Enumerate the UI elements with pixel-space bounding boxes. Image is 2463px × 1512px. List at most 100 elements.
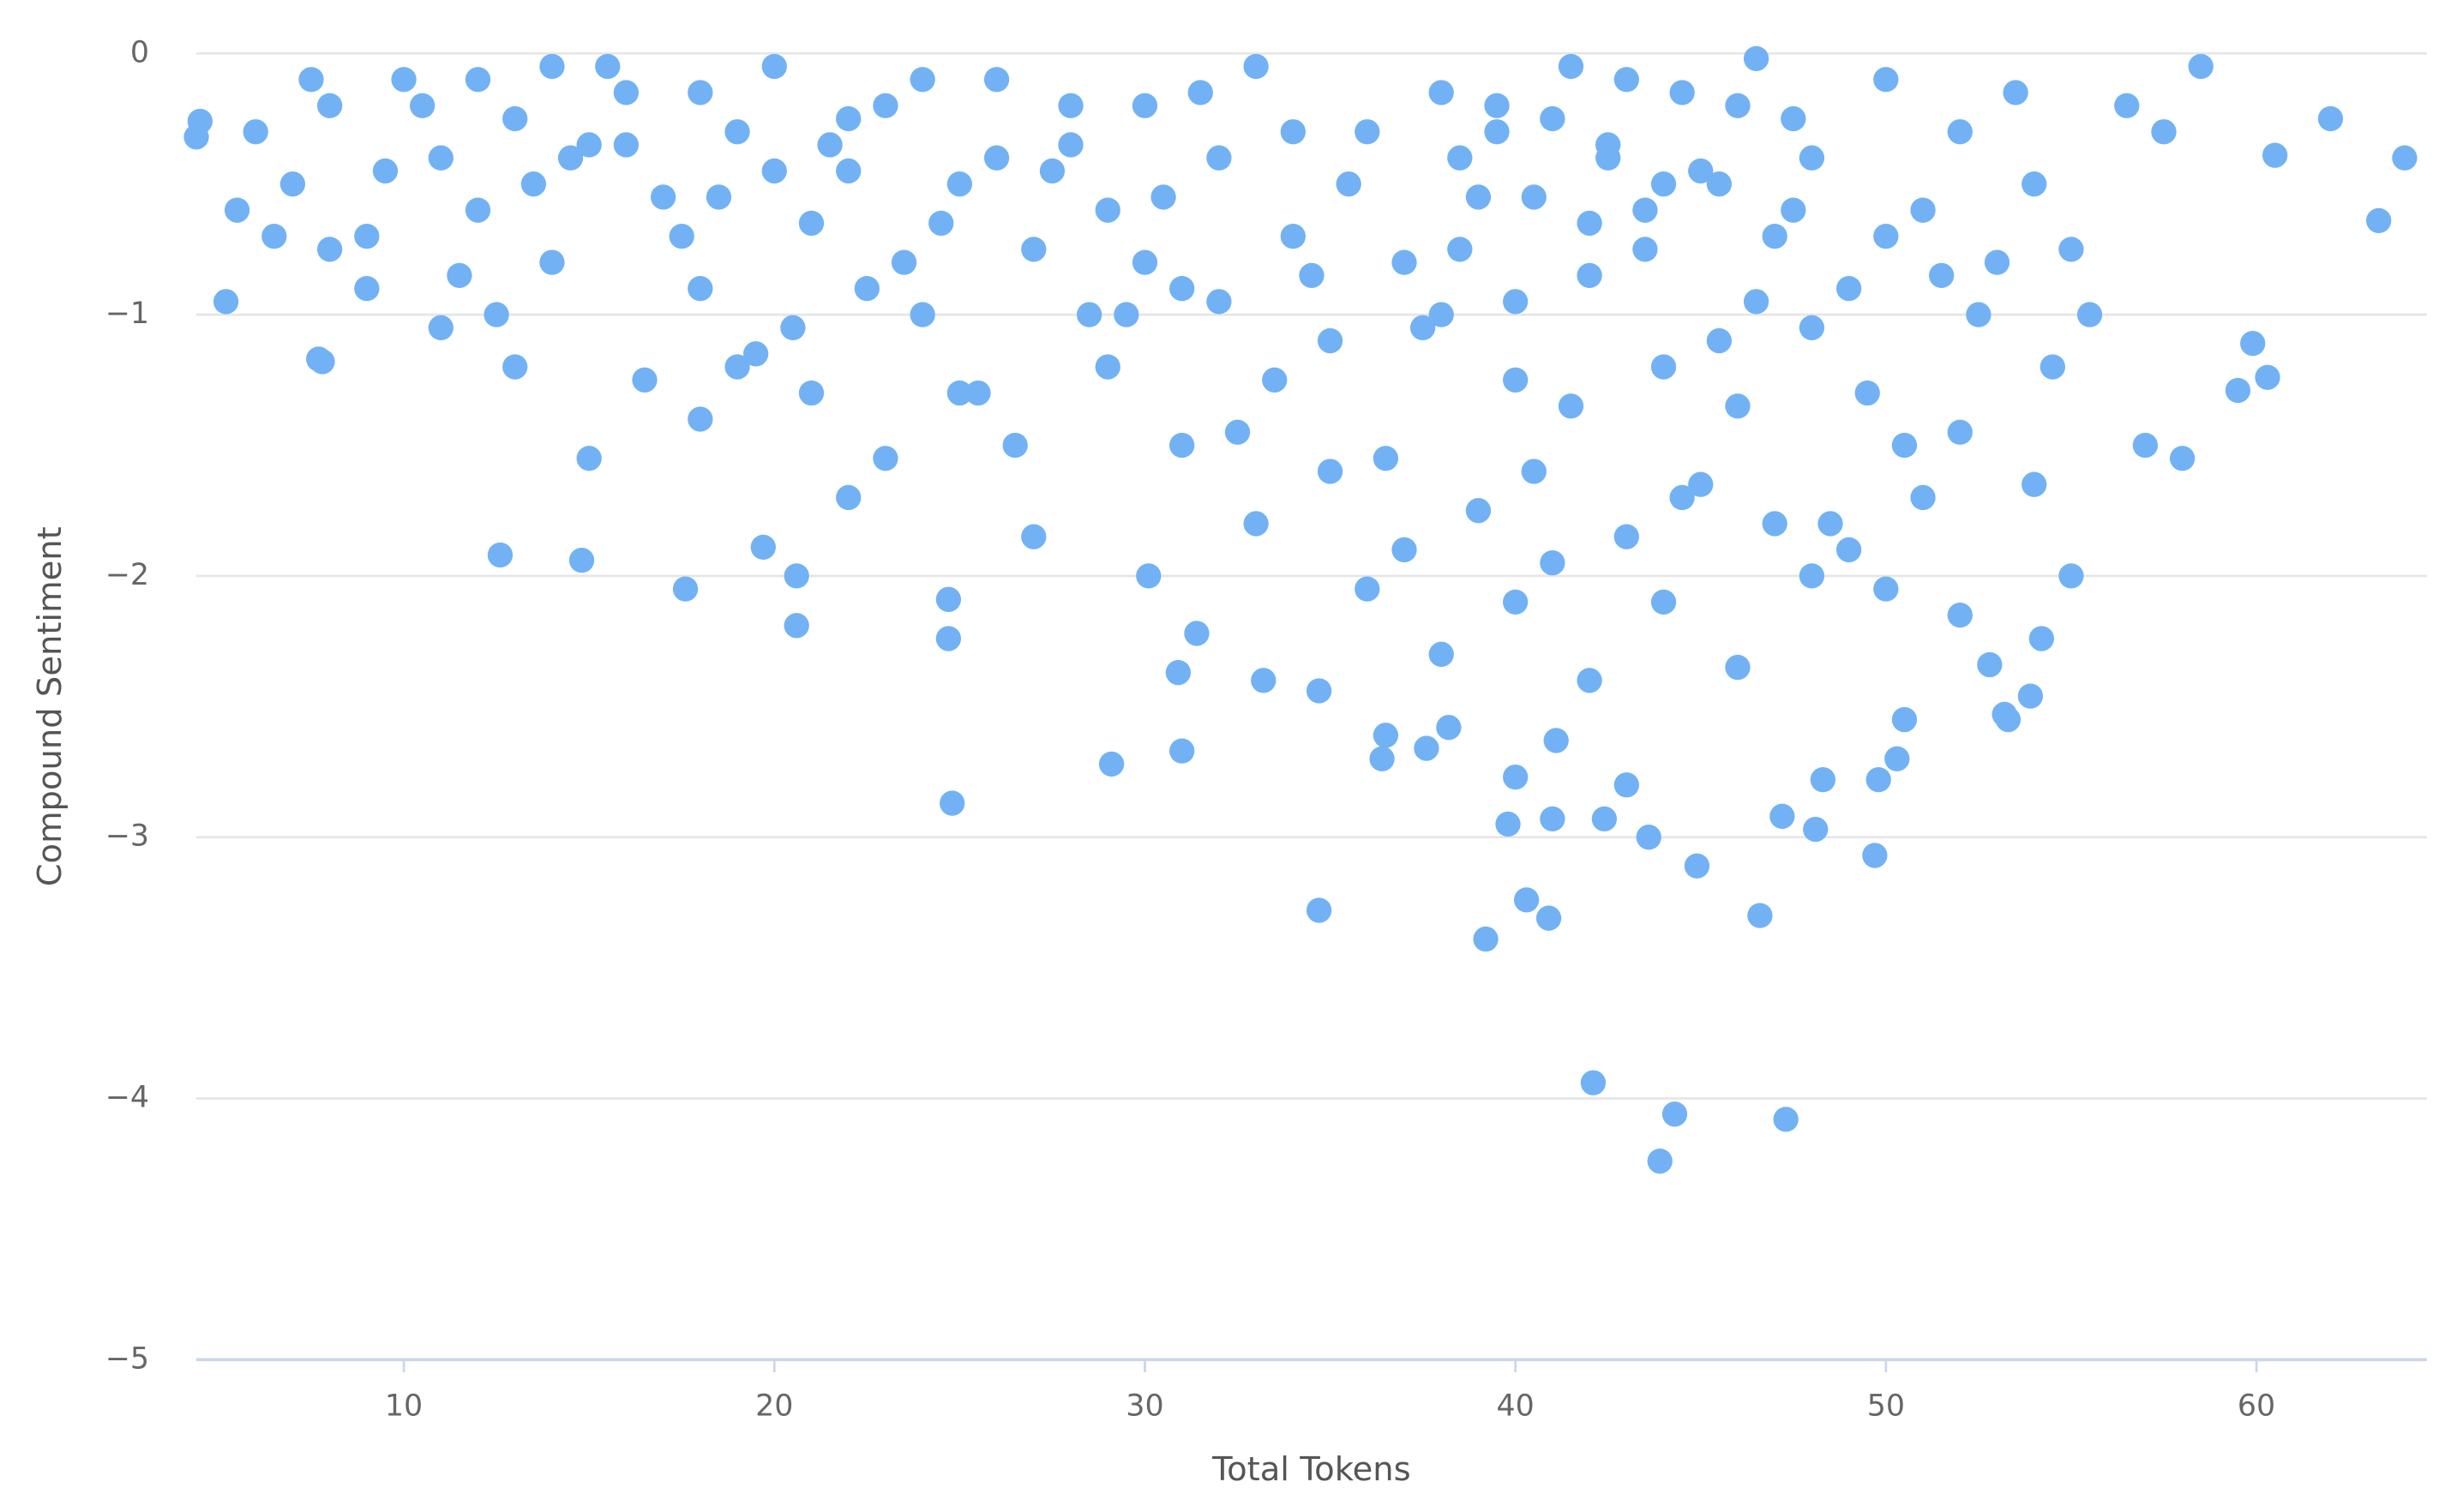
y-tick-label: −4	[105, 1081, 149, 1115]
point	[1891, 432, 1918, 459]
x-tick-label: 40	[1497, 1389, 1535, 1423]
point	[724, 354, 750, 380]
point	[1535, 905, 1562, 931]
point	[1873, 576, 1899, 602]
point	[1543, 728, 1569, 753]
point	[965, 380, 991, 406]
point	[1725, 93, 1751, 118]
point	[502, 105, 528, 132]
point	[724, 119, 750, 145]
point	[1206, 289, 1232, 315]
y-tick-label: −1	[105, 297, 149, 331]
point	[983, 67, 1010, 93]
point	[1355, 576, 1380, 602]
point	[2132, 432, 2159, 459]
point	[1577, 262, 1602, 289]
point	[2114, 93, 2140, 118]
point	[798, 380, 825, 406]
point	[1884, 746, 1910, 771]
point	[1669, 80, 1695, 105]
point	[410, 93, 436, 118]
point	[854, 275, 880, 302]
point	[1580, 1070, 1607, 1095]
point	[1835, 275, 1862, 302]
point	[1636, 825, 1661, 850]
point	[650, 184, 676, 210]
point	[750, 534, 776, 561]
point	[1280, 223, 1306, 249]
point	[2225, 377, 2251, 404]
point	[2021, 471, 2047, 497]
point	[1688, 158, 1714, 184]
point	[688, 80, 713, 105]
point	[391, 67, 417, 93]
point	[2262, 142, 2288, 168]
point	[1947, 602, 1973, 628]
point	[2255, 364, 2280, 390]
point	[1513, 887, 1540, 913]
y-tick-label: −2	[105, 558, 149, 592]
point	[1002, 432, 1028, 459]
point	[761, 158, 787, 184]
point	[1650, 171, 1677, 197]
point	[1224, 419, 1251, 445]
point	[1021, 524, 1047, 549]
point	[1243, 53, 1269, 80]
point	[2058, 237, 2084, 262]
point	[2058, 563, 2084, 589]
point	[502, 354, 528, 380]
point	[595, 53, 621, 80]
point	[1428, 641, 1454, 667]
point	[1591, 806, 1618, 832]
point	[632, 367, 658, 393]
point	[224, 197, 250, 223]
point	[910, 302, 935, 327]
point	[1865, 766, 1891, 793]
point	[1409, 315, 1436, 340]
point	[1995, 706, 2021, 733]
point	[1502, 367, 1529, 393]
x-tick-label: 60	[2238, 1389, 2275, 1423]
point	[1747, 903, 1773, 928]
point	[1688, 471, 1714, 497]
point	[836, 484, 862, 511]
point	[1613, 67, 1639, 93]
point	[784, 563, 809, 589]
point	[1317, 459, 1343, 484]
point	[1862, 843, 1888, 868]
point	[2169, 446, 2196, 471]
point	[1521, 459, 1547, 484]
point	[1929, 262, 1955, 289]
point	[1243, 511, 1269, 537]
point	[1473, 926, 1499, 952]
point	[1706, 327, 1733, 354]
point	[1799, 145, 1825, 171]
point	[183, 124, 209, 150]
point	[946, 380, 973, 406]
point	[1817, 511, 1843, 537]
point	[1436, 715, 1462, 741]
point	[1206, 145, 1232, 171]
point	[1502, 764, 1529, 790]
point	[1039, 158, 1066, 184]
point	[1910, 197, 1936, 223]
point	[1187, 80, 1213, 105]
point	[1251, 668, 1277, 693]
y-axis-title: Compound Sentiment	[31, 526, 69, 886]
point	[780, 315, 806, 340]
point	[261, 223, 287, 249]
point	[613, 132, 640, 158]
point	[557, 145, 584, 171]
point	[1966, 302, 1991, 327]
point	[1150, 184, 1176, 210]
point	[1114, 302, 1139, 327]
point	[576, 446, 602, 471]
point	[2039, 354, 2065, 380]
point	[1577, 210, 1602, 237]
point	[1977, 651, 2003, 678]
point	[1373, 446, 1399, 471]
point	[672, 576, 699, 602]
point	[1650, 354, 1677, 380]
point	[539, 53, 565, 80]
point	[1684, 853, 1710, 879]
